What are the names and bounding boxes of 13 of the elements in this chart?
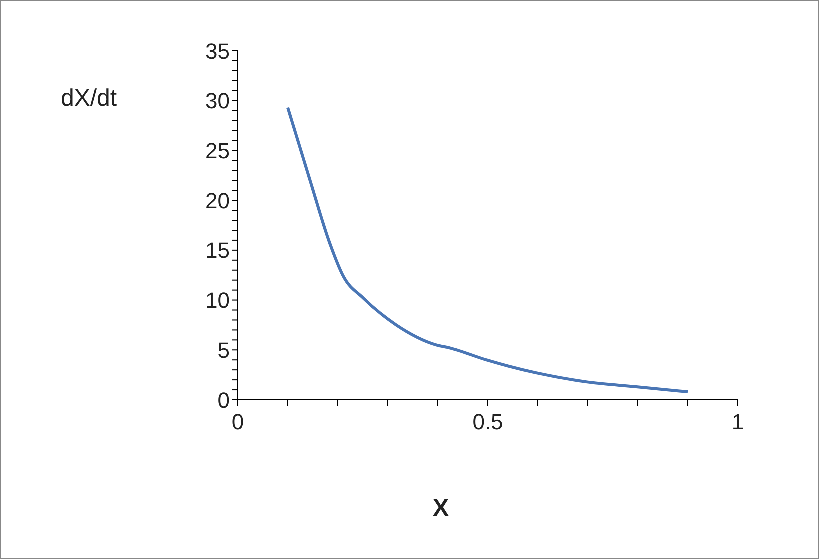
y-tick-label: 20	[206, 188, 230, 214]
y-tick-label: 5	[218, 338, 230, 363]
y-tick-label: 30	[206, 88, 230, 114]
y-tick-label: 10	[206, 288, 230, 314]
x-tick-label: 1	[732, 410, 744, 435]
x-tick-label: 0.5	[472, 410, 504, 435]
y-tick-label: 0	[218, 388, 230, 413]
y-axis-title: dX/dt	[61, 85, 118, 113]
line-series	[286, 106, 690, 394]
y-tick-label: 35	[206, 38, 230, 64]
y-tick-label: 15	[206, 238, 230, 264]
y-tick-label: 25	[206, 138, 230, 164]
x-axis-title: X	[432, 495, 450, 523]
